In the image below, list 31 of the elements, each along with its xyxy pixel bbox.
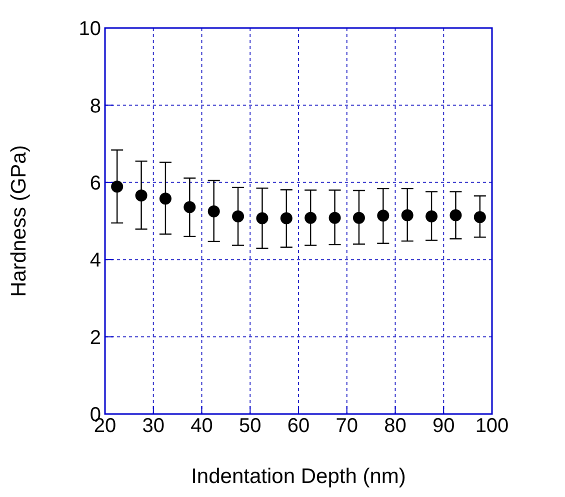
point	[135, 190, 148, 202]
y-axis-title: Hardness (GPa)	[7, 145, 30, 297]
x-tick-label: 80	[384, 415, 406, 438]
x-axis-title: Indentation Depth (nm)	[191, 465, 406, 488]
point	[232, 210, 244, 222]
point	[401, 209, 414, 222]
x-tick-label: 50	[239, 415, 262, 438]
point	[474, 211, 486, 224]
point	[159, 192, 172, 205]
y-tick-label: 8	[90, 95, 101, 118]
point	[208, 205, 220, 218]
point	[377, 210, 390, 222]
x-tick-label: 70	[336, 415, 358, 438]
x-tick-label: 30	[142, 415, 164, 438]
y-tick-label: 10	[78, 18, 101, 40]
point	[280, 212, 292, 224]
x-tick-label: 100	[475, 415, 509, 438]
point	[111, 180, 124, 193]
y-tick-label: 6	[90, 172, 101, 194]
point	[328, 212, 341, 224]
point	[450, 209, 462, 222]
point	[304, 212, 317, 224]
y-tick-label: 4	[90, 250, 101, 272]
point	[352, 212, 365, 224]
y-tick-label: 2	[90, 326, 101, 349]
x-tick-label: 40	[190, 415, 213, 438]
x-tick-label: 90	[432, 415, 455, 438]
point	[184, 201, 196, 214]
x-tick-label: 60	[287, 415, 310, 438]
point	[256, 212, 268, 224]
point	[426, 210, 438, 222]
